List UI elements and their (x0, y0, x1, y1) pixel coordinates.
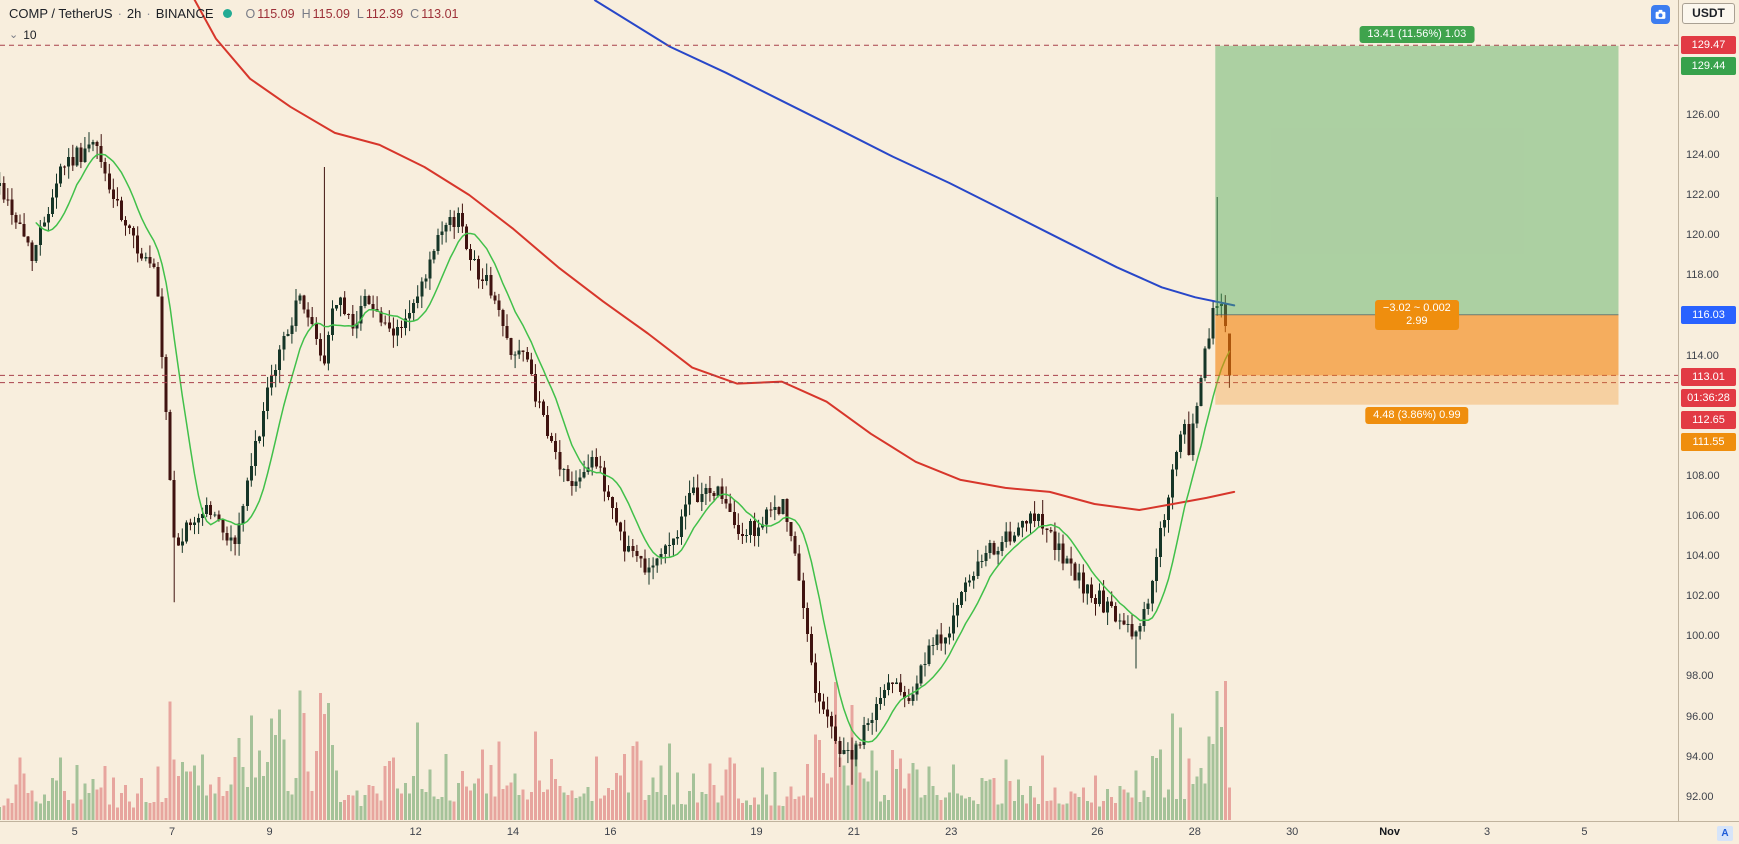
price-tick-label: 98.00 (1686, 670, 1714, 683)
time-tick-label: 21 (847, 826, 861, 838)
time-tick-label: 16 (604, 826, 617, 838)
symbol-title[interactable]: COMP / TetherUS (9, 6, 113, 21)
interval-label[interactable]: 2h (126, 6, 142, 21)
time-tick-label: 3 (1483, 826, 1491, 838)
ohlc-value: 115.09 (312, 6, 350, 21)
camera-glyph (1655, 9, 1666, 19)
candlestick-chart (0, 0, 1678, 820)
price-tick-label: 120.00 (1686, 229, 1720, 242)
time-tick-label: 12 (409, 826, 422, 838)
price-tick-label: 106.00 (1686, 510, 1720, 522)
time-tick-label: Nov (1379, 826, 1400, 838)
chevron-down-icon[interactable]: ⌄ (9, 29, 19, 41)
time-tick-label: 9 (266, 826, 273, 838)
time-tick-label: 19 (750, 826, 763, 838)
indicator-legend[interactable]: ⌄ 10 (9, 28, 459, 42)
ohlc-key: H (301, 6, 311, 21)
countdown-tag[interactable]: 01:36:28 (1681, 389, 1736, 407)
last-price-tag[interactable]: 113.01 (1681, 368, 1736, 386)
time-tick-label: 23 (945, 826, 958, 838)
exchange-label[interactable]: BINANCE (155, 6, 214, 21)
candles (0, 132, 1231, 785)
line-price-tag[interactable]: 112.65 (1681, 411, 1736, 429)
indicator-length-value: 10 (23, 28, 37, 42)
time-tick-label: 7 (169, 826, 176, 838)
stop-price-tag[interactable]: 111.55 (1681, 433, 1736, 451)
time-tick-label: 14 (506, 826, 520, 838)
ma-mid-line (193, 0, 1236, 511)
time-tick-label: 26 (1091, 826, 1104, 838)
ohlc-value: 113.01 (421, 6, 459, 21)
position-loss-box-remaining[interactable] (1215, 375, 1619, 405)
ma-slow-line (593, 0, 1236, 307)
time-tick-label: 5 (1581, 826, 1588, 838)
price-tick-label: 104.00 (1686, 550, 1720, 563)
price-tick-label: 94.00 (1686, 750, 1714, 763)
price-tick-label: 126.00 (1686, 108, 1720, 121)
alert-price-tag[interactable]: 129.47 (1681, 36, 1736, 54)
entry-price-tag[interactable]: 116.03 (1681, 306, 1736, 324)
ohlc-value: 112.39 (365, 6, 404, 21)
ohlc-key: L (356, 6, 364, 21)
time-tick-label: 30 (1286, 826, 1299, 838)
ohlc-key: O (245, 6, 256, 21)
ohlc-key: C (410, 6, 420, 21)
price-tick-label: 100.00 (1686, 630, 1720, 643)
volume-bars (0, 680, 1231, 820)
price-tick-label: 114.00 (1686, 349, 1719, 362)
price-tick-label: 96.00 (1686, 710, 1714, 723)
price-tick-label: 124.00 (1686, 148, 1720, 161)
time-axis[interactable]: 5 7 9 12 14 16 19 21 23 26 28 30 Nov 3 5 A (0, 821, 1739, 844)
price-tick-label: 118.00 (1686, 269, 1719, 282)
chart-legend: COMP / TetherUS · 2h · BINANCE O 115.09 H 1… (9, 6, 459, 42)
ohlc-values: O 115.09 H 115.09 L 112.39 C 113.01 (239, 7, 459, 21)
camera-icon[interactable] (1651, 5, 1670, 24)
legend-separator: · (117, 6, 122, 21)
legend-separator: · (146, 6, 151, 21)
price-tick-label: 122.00 (1686, 189, 1720, 202)
time-tick-label: 28 (1188, 826, 1201, 838)
position-pnl-line2: 2.99 (1406, 314, 1428, 327)
corner-a-button[interactable]: A (1717, 826, 1733, 841)
ohlc-value: 115.09 (257, 6, 295, 21)
ma-fast-line (35, 153, 1231, 743)
market-status-dot (222, 9, 232, 18)
chart-plot-area[interactable]: COMP / TetherUS · 2h · BINANCE O 115.09 H 1… (0, 0, 1678, 821)
price-tick-label: 102.00 (1686, 590, 1720, 603)
price-axis[interactable]: USDT 126.00 124.00 122.00 120.00 118.00 114.0… (1678, 0, 1739, 821)
target-price-tag[interactable]: 129.44 (1681, 57, 1736, 75)
price-tick-label: 92.00 (1686, 790, 1714, 803)
position-profit-box[interactable] (1215, 45, 1619, 315)
time-tick-label: 5 (71, 826, 78, 838)
price-tick-label: 108.00 (1686, 469, 1720, 482)
currency-toggle-button[interactable]: USDT (1682, 3, 1735, 24)
position-pnl-line1: −3.02 ~ 0.002 (1382, 301, 1451, 314)
position-pnl-label[interactable]: −3.02 ~ 0.002 2.99 (1374, 299, 1459, 330)
position-stop-label[interactable]: 4.48 (3.86%) 0.99 (1365, 406, 1469, 424)
position-target-label[interactable]: 13.41 (11.56%) 1.03 (1359, 25, 1475, 43)
